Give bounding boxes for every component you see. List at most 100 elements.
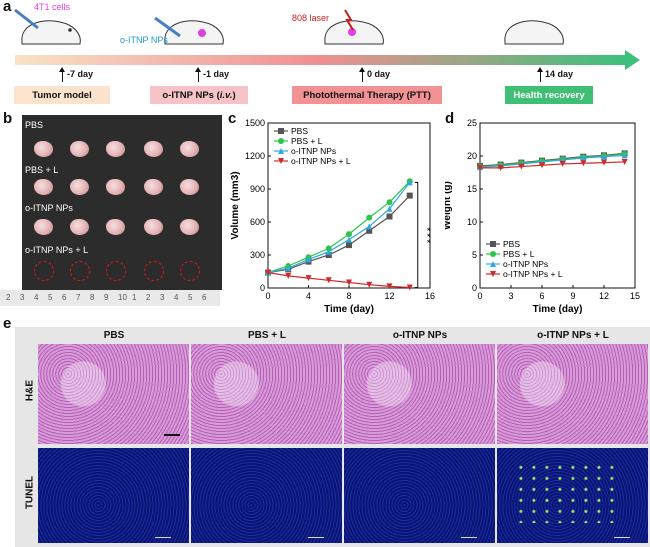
data-point — [325, 252, 332, 258]
day-tick — [195, 67, 201, 82]
data-point — [601, 159, 607, 166]
data-point — [518, 163, 525, 170]
data-point — [621, 152, 628, 159]
panel-label-e: e — [3, 315, 12, 332]
data-point — [490, 261, 496, 267]
data-point — [325, 277, 332, 284]
ruler-number: 6 — [202, 293, 207, 302]
data-point — [386, 283, 393, 290]
ruler-number: 4 — [174, 293, 179, 302]
data-point — [580, 154, 587, 161]
legend-entry: o-ITNP NPs + L — [291, 156, 351, 166]
legend-entry: PBS — [503, 239, 520, 249]
row-label: o-ITNP NPs — [25, 203, 73, 213]
column-header: o-ITNP NPs — [392, 330, 448, 341]
panel-label-c: c — [228, 110, 237, 127]
data-point — [305, 256, 312, 263]
y-tick-label: 5 — [472, 250, 477, 260]
x-tick-label: 8 — [346, 291, 351, 301]
y-tick-label: 0 — [260, 283, 265, 293]
x-axis-label: Time (day) — [324, 304, 374, 315]
mouse-icon — [504, 20, 564, 45]
data-point — [490, 241, 496, 247]
series-line — [267, 272, 410, 289]
series-line — [267, 195, 411, 274]
laser-label: 808 laser — [292, 13, 330, 23]
ruler-number: 3 — [20, 293, 25, 302]
tumor-sample — [180, 179, 199, 195]
he-image-pbs-l — [191, 344, 342, 444]
x-tick-label: 15 — [630, 291, 640, 301]
data-point — [406, 284, 413, 291]
tumor-photo: PBS PBS + L o-ITNP NPs o-ITNP NPs + L — [22, 115, 222, 290]
data-point — [285, 272, 292, 279]
row-label: PBS + L — [25, 165, 59, 175]
row-label: o-ITNP NPs + L — [25, 245, 89, 255]
x-tick-label: 6 — [539, 291, 544, 301]
legend-entry: PBS + L — [291, 136, 323, 146]
tunel-image-nps — [344, 448, 495, 543]
data-point — [386, 213, 393, 220]
timeline-illustration — [14, 8, 640, 70]
data-point — [497, 164, 504, 171]
day-tick — [537, 67, 543, 82]
data-point — [621, 158, 628, 165]
y-tick-label: 20 — [467, 151, 477, 161]
significance-stars: * * * — [422, 227, 432, 243]
y-tick-label: 900 — [250, 184, 265, 194]
tumor-sample — [144, 141, 163, 157]
row-header-tunel: TUNEL — [24, 475, 36, 510]
data-point — [580, 160, 587, 167]
ruler-number: 10 — [118, 293, 127, 302]
syringe-icon — [14, 8, 39, 30]
laser-bolt-icon — [344, 9, 354, 31]
day-label: -1 day — [203, 69, 230, 79]
significance-bracket — [414, 181, 419, 288]
no-tumor-circle — [34, 261, 54, 281]
mouse-icon — [324, 20, 384, 45]
data-point — [346, 242, 352, 249]
tumor-sample — [34, 179, 53, 195]
data-point — [305, 275, 312, 282]
y-axis-label: Volume (mm3) — [230, 171, 241, 239]
timeline-bar — [15, 55, 625, 65]
series-line — [480, 161, 625, 169]
panel-label-d: d — [445, 110, 455, 127]
legend-entry: PBS + L — [503, 249, 535, 259]
x-tick-label: 3 — [508, 291, 513, 301]
panel-label-b: b — [3, 110, 13, 127]
tumor-sample — [106, 219, 125, 235]
column-header: PBS — [103, 330, 125, 341]
stage-ptt: Photothermal Therapy (PTT) — [292, 86, 442, 104]
x-tick-label: 0 — [477, 291, 482, 301]
y-tick-label: 1200 — [245, 151, 265, 161]
panel-label-a: a — [3, 0, 12, 15]
syringe-icon — [154, 16, 181, 38]
he-image-nps — [344, 344, 495, 444]
ruler-number: 4 — [34, 293, 39, 302]
he-image-nps-l — [497, 344, 648, 444]
tumor-sample — [180, 219, 199, 235]
data-point — [366, 281, 373, 288]
no-tumor-circle — [180, 261, 200, 281]
legend-entry: o-ITNP NPs — [503, 259, 548, 269]
stage-tumor-model: Tumor model — [14, 86, 110, 104]
data-point — [278, 138, 284, 144]
mouse-icon — [21, 20, 81, 45]
y-tick-label: 25 — [467, 118, 477, 128]
data-point — [490, 251, 496, 257]
tunel-image-pbs-l — [191, 448, 342, 543]
ruler-number: 5 — [48, 293, 53, 302]
tumor-sample — [106, 141, 125, 157]
stage-nps-injection: o-ITNP NPs (i.v.) — [150, 86, 248, 104]
column-header: PBS + L — [247, 330, 287, 341]
tumor-sample — [70, 141, 89, 157]
ruler-number: 6 — [62, 293, 67, 302]
tumor-sample — [34, 219, 53, 235]
timeline-arrowhead — [625, 50, 640, 70]
no-tumor-circle — [106, 261, 126, 281]
data-point — [477, 164, 483, 171]
data-point — [406, 179, 413, 186]
x-tick-label: 4 — [306, 291, 311, 301]
tumor-sample — [144, 179, 163, 195]
